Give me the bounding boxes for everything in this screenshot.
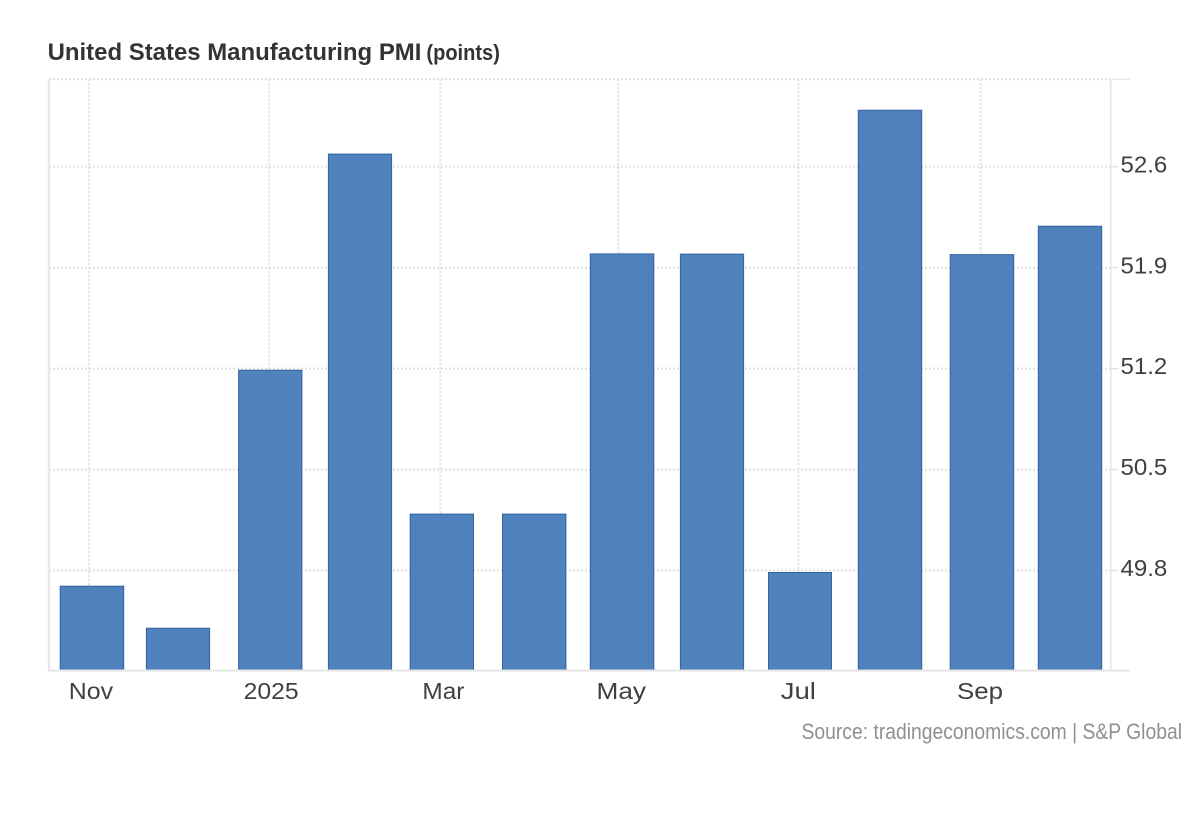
svg-text:51.2: 51.2 xyxy=(1121,353,1168,379)
svg-text:52.6: 52.6 xyxy=(1121,151,1168,177)
svg-text:51.9: 51.9 xyxy=(1121,252,1168,278)
svg-text:2025: 2025 xyxy=(244,678,299,704)
svg-text:May: May xyxy=(597,678,647,704)
svg-text:Sep: Sep xyxy=(957,678,1003,704)
svg-text:50.5: 50.5 xyxy=(1121,454,1168,480)
svg-text:Jul: Jul xyxy=(781,678,816,704)
svg-text:Mar: Mar xyxy=(422,678,464,704)
svg-text:Source: tradingeconomics.com |: Source: tradingeconomics.com | S&P Globa… xyxy=(802,719,1183,744)
svg-text:United States Manufacturing PM: United States Manufacturing PMI xyxy=(48,39,422,66)
svg-text:49.8: 49.8 xyxy=(1121,555,1168,581)
svg-text:(points): (points) xyxy=(426,40,500,65)
svg-text:Nov: Nov xyxy=(69,678,114,704)
